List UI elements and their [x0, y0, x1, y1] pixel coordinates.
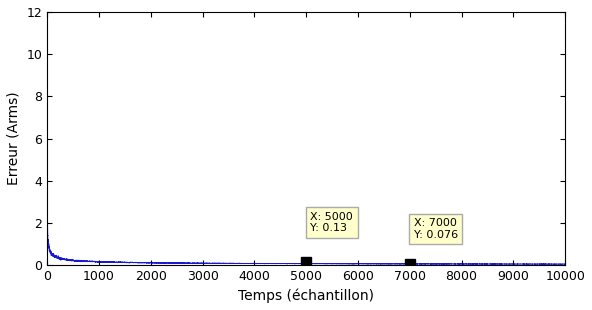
Text: X: 5000
Y: 0.13: X: 5000 Y: 0.13	[310, 212, 353, 233]
X-axis label: Temps (échantillon): Temps (échantillon)	[238, 289, 374, 303]
Y-axis label: Erreur (Arms): Erreur (Arms)	[7, 92, 21, 185]
Text: X: 7000
Y: 0.076: X: 7000 Y: 0.076	[414, 218, 458, 240]
